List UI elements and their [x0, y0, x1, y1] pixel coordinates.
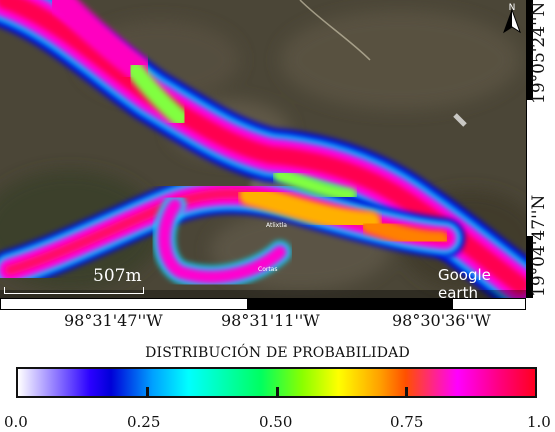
colorbar-label-100: 1.0 — [527, 413, 551, 431]
longitude-label-3: 98°30'36''W — [392, 311, 491, 330]
latitude-label-1: 19°05'24''N — [529, 1, 549, 104]
colorbar-tick — [146, 387, 149, 396]
latitude-axis: 19°05'24''N 19°04'47''N — [526, 0, 555, 298]
colorbar-label-50: 0.50 — [259, 413, 293, 431]
colorbar-tick — [405, 387, 408, 396]
scale-label: 507m — [93, 266, 142, 286]
colorbar-label-75: 0.75 — [390, 413, 424, 431]
place-label: Atlixtla — [266, 222, 287, 229]
longitude-axis — [0, 298, 526, 310]
satellite-map[interactable]: N 507m Google earth — [0, 0, 526, 298]
colorbar-label-25: 0.25 — [127, 413, 161, 431]
probability-overlay — [0, 0, 526, 298]
latitude-label-2: 19°04'47''N — [529, 194, 549, 297]
north-arrow-icon: N — [500, 2, 524, 34]
watermark: Google earth — [438, 266, 491, 298]
scale-bar — [4, 287, 144, 294]
place-label: Cortas — [258, 266, 278, 273]
longitude-label-2: 98°31'11''W — [221, 311, 320, 330]
colorbar — [16, 367, 537, 398]
colorbar-tick — [276, 387, 279, 396]
colorbar-label-0: 0.0 — [4, 413, 28, 431]
longitude-label-1: 98°31'47''W — [64, 311, 163, 330]
legend-title: DISTRIBUCIÓN DE PROBABILIDAD — [145, 345, 410, 361]
north-label: N — [509, 3, 516, 13]
